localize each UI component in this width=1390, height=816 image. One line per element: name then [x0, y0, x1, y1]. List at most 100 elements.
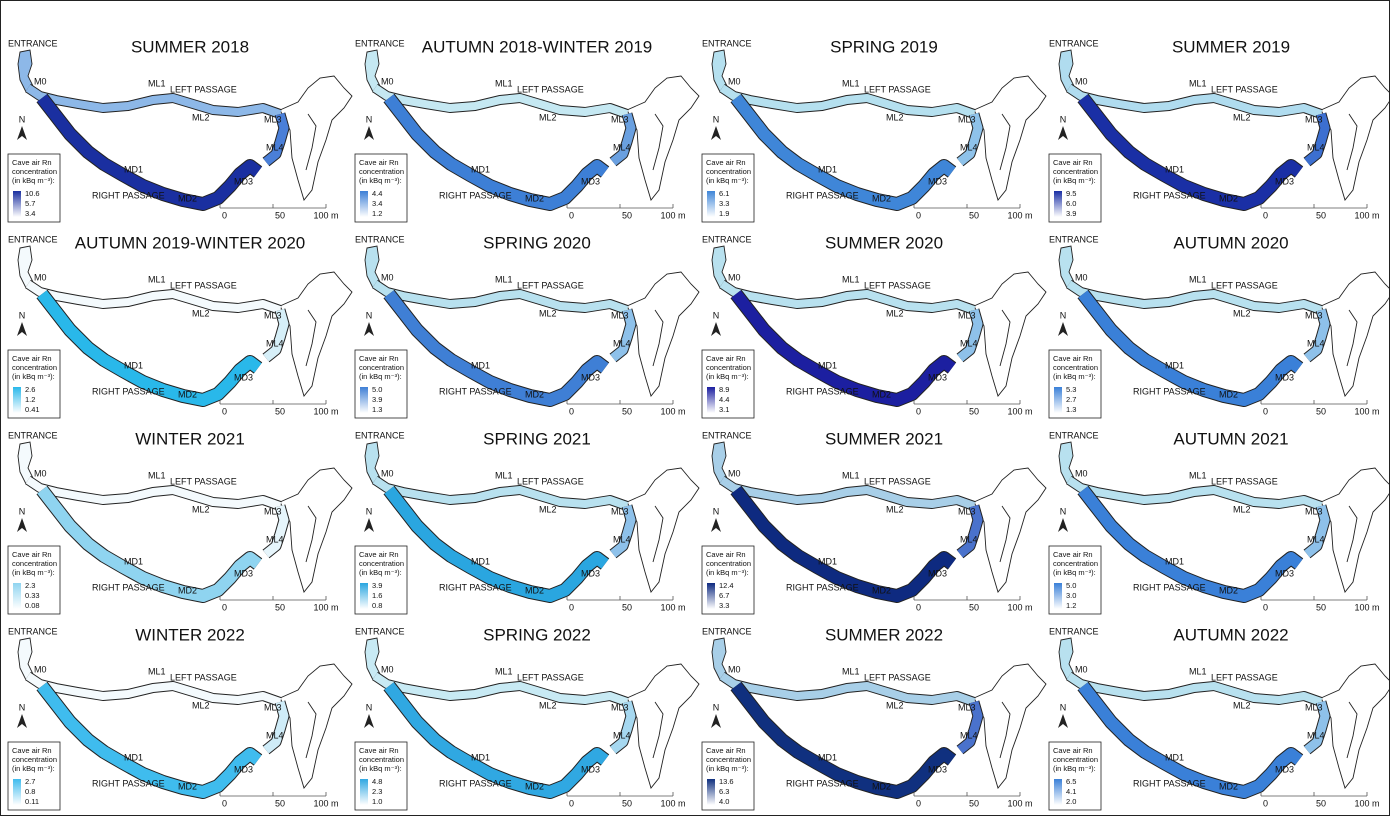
map-label: ML4: [960, 142, 978, 152]
legend-value: 10.6: [25, 189, 40, 198]
cave-outline: [973, 467, 1047, 593]
legend-value: 5.7: [25, 199, 35, 208]
map-panel: AUTUMN 2021 ENTRANCE M0 ML1 LEFT PASSAGE ML2 M…: [1048, 429, 1390, 615]
scale-label: 0: [569, 406, 574, 416]
scale-label: 50: [969, 210, 979, 220]
map-label: ML4: [266, 338, 284, 348]
legend-title: (in kBq m⁻³):: [12, 568, 55, 577]
map-panel: WINTER 2022 ENTRANCE M0 ML1 LEFT PASSAGE ML2 M…: [7, 625, 353, 811]
map-label: ENTRANCE: [702, 430, 752, 440]
map-panel: AUTUMN 2019-WINTER 2020 ENTRANCE M0 ML1 LEFT…: [7, 233, 353, 419]
map-label: MD3: [1275, 372, 1294, 382]
map-label: RIGHT PASSAGE: [439, 190, 512, 200]
legend-value: 4.8: [372, 777, 382, 786]
passage: [1304, 112, 1330, 166]
passage: [384, 486, 609, 602]
legend-title: (in kBq m⁻³):: [359, 764, 402, 773]
map-label: MD1: [124, 360, 143, 370]
scale-label: 50: [1316, 798, 1326, 808]
map-label: ENTRANCE: [355, 38, 405, 48]
legend-title: (in kBq m⁻³):: [1053, 372, 1096, 381]
map-label: MD1: [818, 360, 837, 370]
passage: [731, 486, 956, 602]
panel-title: WINTER 2022: [135, 625, 245, 644]
panel-title: SUMMER 2019: [1172, 37, 1290, 56]
scale-label: 0: [1263, 602, 1268, 612]
map-label: ENTRANCE: [702, 234, 752, 244]
map-label: RIGHT PASSAGE: [786, 582, 859, 592]
scale-label: 50: [1316, 210, 1326, 220]
map-label: ML1: [842, 666, 860, 676]
map-label: ML4: [266, 142, 284, 152]
map-label: MD3: [234, 764, 253, 774]
map-label: ML4: [960, 730, 978, 740]
map-label: ML1: [842, 274, 860, 284]
map-label: M0: [728, 664, 741, 674]
legend-value: 2.3: [372, 787, 382, 796]
passage: [25, 84, 282, 118]
legend-ramp: [707, 191, 715, 217]
map-label: ML3: [264, 310, 282, 320]
passage: [263, 504, 289, 558]
map-label: MD1: [471, 164, 490, 174]
legend-value: 3.9: [372, 581, 382, 590]
passage: [1304, 504, 1330, 558]
map-label: M0: [381, 664, 394, 674]
legend-value: 4.1: [1066, 787, 1076, 796]
map-label: ML1: [148, 274, 166, 284]
legend-title: (in kBq m⁻³):: [706, 568, 749, 577]
map-label: MD3: [234, 176, 253, 186]
map-label: ML4: [1307, 338, 1325, 348]
map-label: MD2: [178, 585, 197, 595]
map-label: MD1: [1165, 556, 1184, 566]
map-label: M0: [34, 468, 47, 478]
map-label: N: [366, 702, 373, 712]
legend-title: Cave air Rn: [1053, 354, 1093, 363]
map-label: MD2: [178, 781, 197, 791]
map-label: M0: [1075, 76, 1088, 86]
map-panel: SUMMER 2021 ENTRANCE M0 ML1 LEFT PASSAGE ML2 M…: [701, 429, 1047, 615]
scale-label: 0: [916, 406, 921, 416]
north-arrow: [1058, 518, 1068, 532]
passage: [957, 112, 983, 166]
legend-value: 3.4: [25, 209, 35, 218]
scale-label: 0: [569, 210, 574, 220]
map-label: ENTRANCE: [702, 626, 752, 636]
map-label: RIGHT PASSAGE: [1133, 582, 1206, 592]
cave-outline: [1320, 663, 1390, 789]
legend-box: [354, 349, 408, 419]
legend-value: 6.3: [719, 787, 729, 796]
legend-title: Cave air Rn: [359, 746, 399, 755]
scale-label: 0: [1263, 210, 1268, 220]
scale-label: 50: [969, 602, 979, 612]
legend-title: Cave air Rn: [12, 354, 52, 363]
legend-value: 1.9: [719, 209, 729, 218]
map-label: ML4: [1307, 142, 1325, 152]
legend-title: Cave air Rn: [12, 746, 52, 755]
map-label: ML3: [1305, 702, 1323, 712]
map-label: ENTRANCE: [8, 626, 58, 636]
map-panel: WINTER 2021 ENTRANCE M0 ML1 LEFT PASSAGE ML2 M…: [7, 429, 353, 615]
legend-value: 4.4: [719, 395, 729, 404]
map-label: ENTRANCE: [1049, 234, 1099, 244]
panel-title: SPRING 2020: [483, 233, 591, 252]
map-label: LEFT PASSAGE: [864, 476, 931, 486]
scale-label: 100 m: [660, 406, 685, 416]
map-label: M0: [381, 468, 394, 478]
map-label: MD3: [1275, 764, 1294, 774]
legend-title: (in kBq m⁻³):: [1053, 176, 1096, 185]
legend-value: 1.3: [372, 405, 382, 414]
passage: [37, 290, 262, 406]
legend-value: 0.41: [25, 405, 40, 414]
map-label: M0: [728, 468, 741, 478]
map-label: ML2: [192, 112, 210, 122]
map-label: N: [1060, 114, 1067, 124]
passage: [37, 94, 262, 210]
map-label: ML1: [495, 274, 513, 284]
legend-title: concentration: [1053, 755, 1098, 764]
passage: [372, 84, 629, 118]
map-label: LEFT PASSAGE: [1211, 280, 1278, 290]
legend-title: Cave air Rn: [1053, 550, 1093, 559]
map-label: M0: [381, 272, 394, 282]
legend-ramp: [13, 583, 21, 609]
